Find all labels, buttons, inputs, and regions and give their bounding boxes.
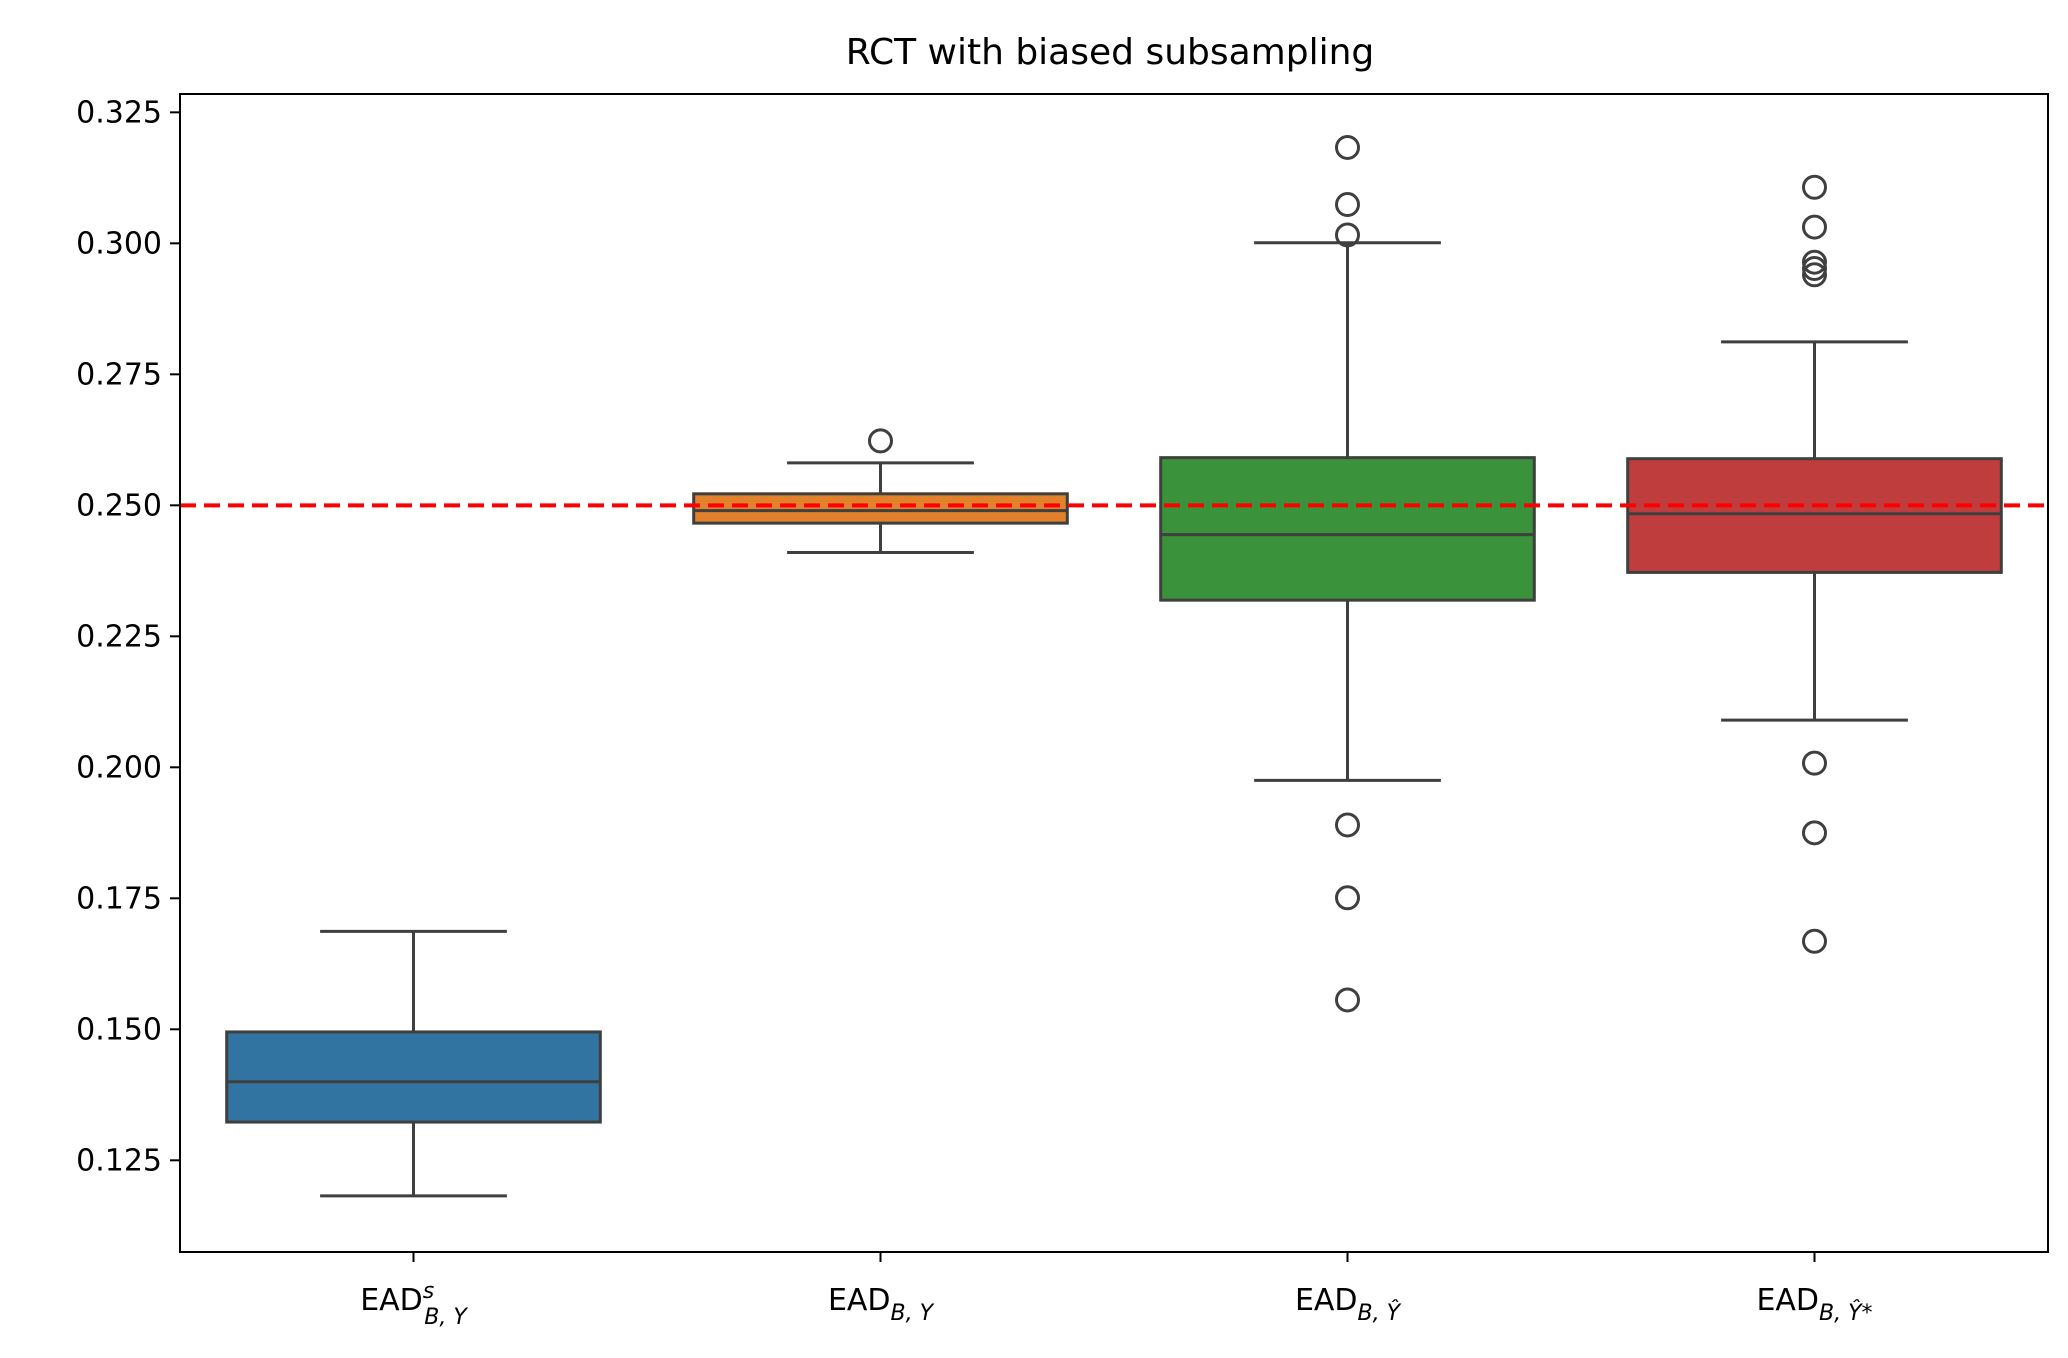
outlier-point bbox=[1802, 750, 1827, 776]
outlier-point bbox=[1802, 928, 1827, 954]
y-tick-label: 0.150 bbox=[76, 1012, 162, 1047]
outlier-point bbox=[1802, 255, 1827, 281]
y-tick-label: 0.200 bbox=[76, 750, 162, 785]
x-tick-label: EADB, Ŷ bbox=[1295, 1283, 1402, 1326]
outlier-point bbox=[1802, 820, 1827, 846]
outlier-point bbox=[1335, 222, 1360, 248]
outlier-point bbox=[1335, 192, 1360, 218]
outlier-point bbox=[1802, 262, 1827, 288]
x-tick-label: EADB, Ŷ* bbox=[1756, 1283, 1872, 1326]
box-iqr bbox=[692, 492, 1069, 525]
outlier-point bbox=[1335, 885, 1360, 911]
outlier-point bbox=[1335, 987, 1360, 1013]
outlier-point bbox=[868, 428, 893, 454]
x-tick-label: EADs B, Y bbox=[360, 1279, 468, 1330]
y-tick-label: 0.250 bbox=[76, 488, 162, 523]
chart-title: RCT with biased subsampling bbox=[846, 32, 1375, 73]
box-iqr bbox=[1159, 456, 1536, 602]
plot-area: 0.125 0.150 0.175 0.200 0.225 0.250 0.275 0.300… bbox=[76, 95, 2048, 1330]
box-iqr bbox=[225, 1030, 602, 1124]
outlier-point bbox=[1802, 249, 1827, 275]
y-tick-label: 0.325 bbox=[76, 95, 162, 130]
outlier-point bbox=[1335, 812, 1360, 838]
plot-frame bbox=[179, 93, 2049, 1253]
outlier-point bbox=[1802, 174, 1827, 200]
box-iqr bbox=[1626, 457, 2003, 574]
y-tick-label: 0.175 bbox=[76, 881, 162, 916]
outlier-point bbox=[1335, 134, 1360, 160]
y-tick-label: 0.275 bbox=[76, 357, 162, 392]
y-tick-label: 0.225 bbox=[76, 619, 162, 654]
x-tick-label: EADB, Y bbox=[828, 1283, 935, 1326]
y-tick-label: 0.300 bbox=[76, 226, 162, 261]
outlier-point bbox=[1802, 214, 1827, 240]
y-tick-label: 0.125 bbox=[76, 1143, 162, 1178]
